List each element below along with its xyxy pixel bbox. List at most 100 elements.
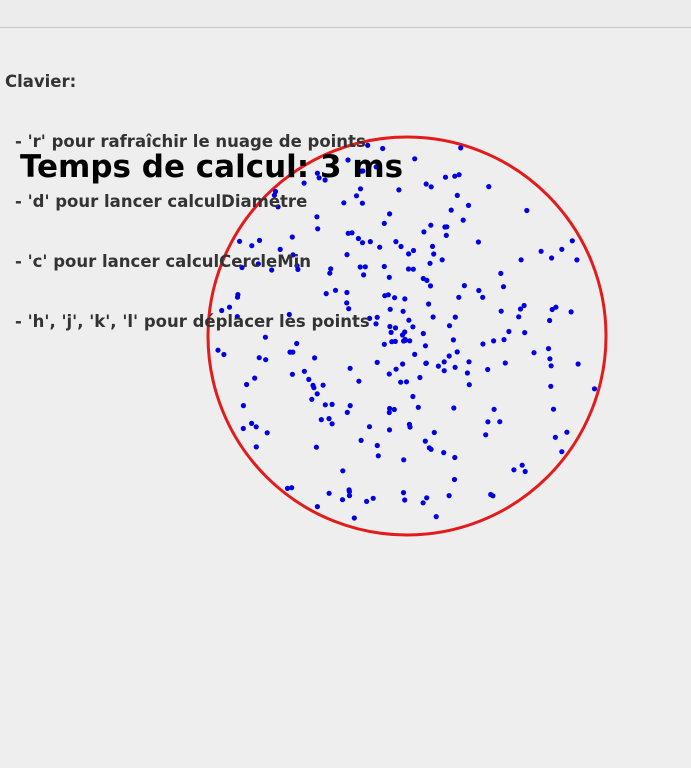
point	[407, 338, 413, 344]
point	[424, 277, 430, 283]
point-cloud	[215, 142, 598, 521]
point	[237, 238, 243, 244]
point	[329, 421, 335, 427]
point	[256, 237, 263, 243]
point	[431, 429, 437, 436]
point	[451, 405, 457, 411]
point	[547, 317, 553, 324]
point	[360, 168, 366, 174]
point	[458, 145, 464, 151]
point	[456, 294, 462, 300]
point	[322, 402, 328, 408]
point	[381, 220, 387, 226]
point	[399, 332, 406, 338]
point	[351, 515, 357, 521]
point	[400, 308, 406, 314]
point	[402, 497, 408, 503]
point	[359, 240, 366, 246]
point	[522, 468, 528, 475]
point	[262, 334, 268, 340]
point	[486, 184, 492, 190]
point	[517, 306, 524, 312]
point	[480, 341, 486, 347]
point	[345, 157, 351, 163]
point	[327, 270, 333, 276]
point	[490, 493, 496, 499]
point	[423, 360, 429, 366]
point	[316, 175, 322, 181]
point	[374, 359, 380, 365]
point	[364, 498, 370, 504]
point	[410, 247, 417, 254]
point	[287, 349, 293, 355]
point	[373, 164, 379, 170]
point	[226, 304, 233, 310]
point	[400, 361, 406, 367]
point	[521, 302, 527, 309]
point	[422, 438, 428, 444]
point	[446, 493, 452, 499]
point	[252, 375, 258, 381]
point	[549, 306, 555, 313]
point	[417, 374, 423, 381]
point	[402, 296, 408, 302]
point	[275, 204, 281, 210]
point	[322, 177, 328, 183]
point	[249, 420, 255, 426]
point	[387, 323, 393, 330]
point	[452, 364, 458, 370]
point	[377, 244, 383, 250]
point	[359, 200, 365, 206]
point	[386, 371, 392, 377]
point	[424, 495, 430, 501]
point	[386, 427, 393, 433]
point	[451, 476, 458, 483]
point	[309, 396, 315, 402]
point	[435, 363, 441, 369]
point	[461, 283, 467, 289]
point	[362, 264, 368, 270]
point	[431, 251, 437, 257]
point	[423, 181, 429, 187]
point	[215, 347, 221, 353]
keyboard-help-line-hjkl: - 'h', 'j', 'k', 'l' pour déplacer les p…	[15, 312, 370, 331]
point	[323, 291, 329, 297]
point	[346, 489, 352, 495]
point	[253, 424, 259, 430]
window-titlebar[interactable]	[0, 0, 691, 28]
keyboard-help-line-c: - 'c' pour lancer calculCercleMin	[15, 252, 312, 271]
computation-time-value: 3	[319, 149, 342, 185]
point	[301, 368, 307, 374]
point	[497, 419, 503, 425]
point	[574, 257, 580, 263]
point	[401, 457, 407, 463]
point	[386, 409, 392, 416]
point	[269, 267, 275, 273]
point	[476, 287, 482, 294]
point	[524, 207, 530, 214]
point	[466, 359, 472, 365]
point	[475, 239, 481, 245]
point	[306, 376, 312, 382]
point	[441, 368, 447, 374]
point	[511, 467, 517, 473]
point	[465, 202, 472, 208]
point	[380, 145, 386, 152]
point	[591, 386, 598, 392]
point	[381, 341, 387, 347]
point	[326, 416, 332, 422]
point	[421, 229, 427, 235]
keyboard-help: Clavier: - 'r' pour rafraîchir le nuage …	[5, 32, 370, 372]
computation-time-unit: ms	[352, 149, 404, 185]
point	[427, 283, 434, 289]
point	[271, 192, 277, 198]
point	[314, 170, 320, 176]
point	[310, 382, 316, 388]
point	[366, 424, 373, 430]
point	[339, 497, 346, 503]
computation-time: Temps de calcul: 3 ms	[20, 148, 403, 186]
point	[314, 391, 320, 397]
point	[553, 304, 559, 310]
point	[353, 193, 360, 199]
